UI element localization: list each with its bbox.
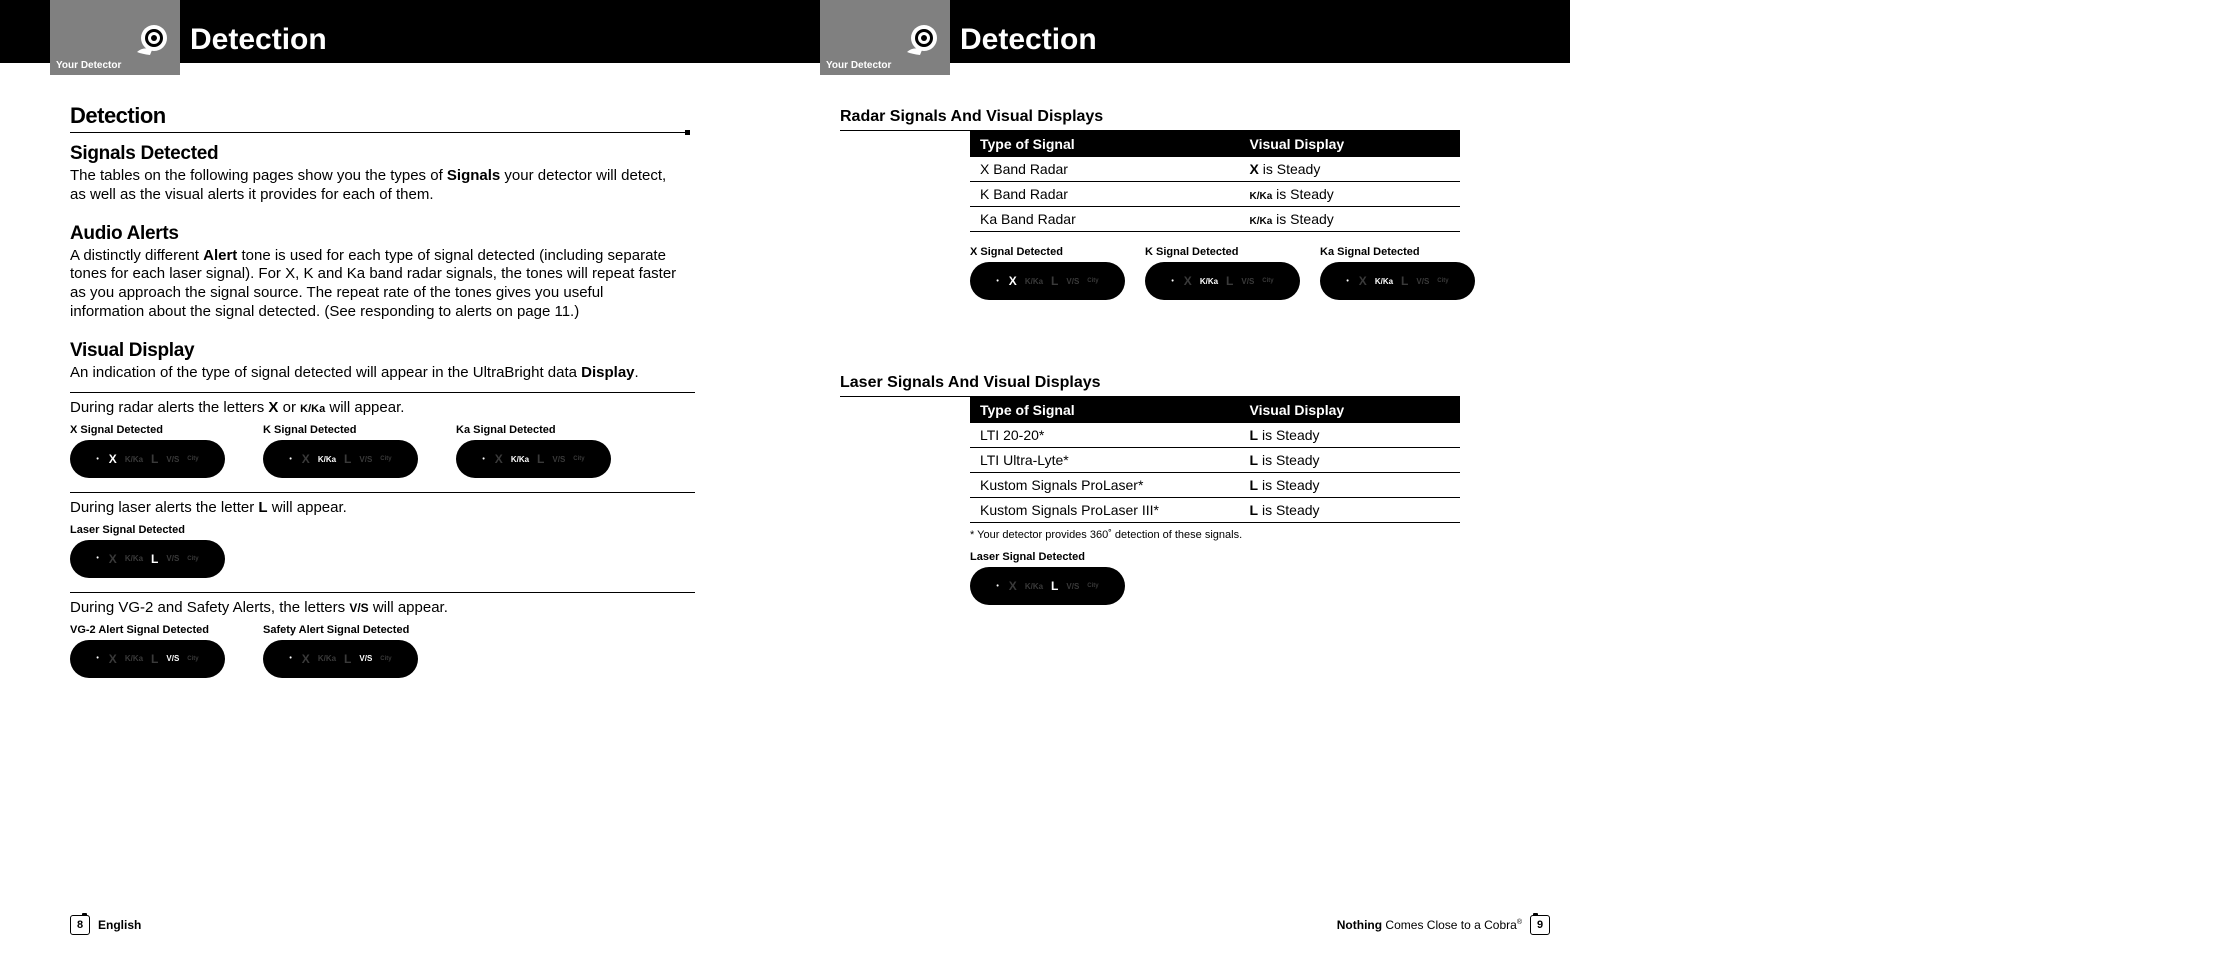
table-row: Kustom Signals ProLaser III*L is Steady bbox=[970, 498, 1460, 523]
radar-section-heading: Radar Signals And Visual Displays bbox=[840, 108, 1460, 131]
caption-k: K Signal Detected bbox=[263, 424, 418, 436]
audio-alerts-title: Audio Alerts bbox=[70, 223, 780, 245]
laser-table: Type of Signal Visual Display LTI 20-20*… bbox=[970, 397, 1460, 523]
header-tab-right: Your Detector bbox=[820, 0, 950, 75]
caption-k-r: K Signal Detected bbox=[1145, 246, 1300, 258]
visual-display-body: An indication of the type of signal dete… bbox=[70, 364, 680, 383]
display-k: • X K/Ka L V/S City bbox=[263, 440, 418, 478]
bar-title: Detection bbox=[190, 23, 327, 57]
display-laser-r: • X K/Ka L V/S City bbox=[970, 567, 1125, 605]
detector-icon bbox=[132, 20, 172, 60]
bar-title-right: Detection bbox=[960, 23, 1097, 57]
display-x: • X K/Ka L V/S City bbox=[70, 440, 225, 478]
page-number-box-right: 9 bbox=[1530, 915, 1550, 935]
th-display: Visual Display bbox=[1240, 131, 1461, 157]
page-right: Your Detector Detection Radar Signals An… bbox=[820, 0, 1570, 975]
laser-letters-line: During laser alerts the letter L will ap… bbox=[70, 499, 680, 518]
table-row: Kustom Signals ProLaser*L is Steady bbox=[970, 473, 1460, 498]
header-tab: Your Detector bbox=[50, 0, 180, 75]
right-content: Radar Signals And Visual Displays Type o… bbox=[820, 63, 1570, 605]
th-type: Type of Signal bbox=[970, 131, 1240, 157]
table-row: X Band RadarX is Steady bbox=[970, 157, 1460, 182]
table-row: LTI Ultra-Lyte*L is Steady bbox=[970, 448, 1460, 473]
radar-table: Type of Signal Visual Display X Band Rad… bbox=[970, 131, 1460, 232]
footer-tagline: Nothing Comes Close to a Cobra® bbox=[1337, 918, 1522, 932]
display-vg2: • X K/Ka L V/S City bbox=[70, 640, 225, 678]
radar-displays-right: X Signal Detected • X K/Ka L V/S City K … bbox=[970, 246, 1550, 300]
signals-detected-body: The tables on the following pages show y… bbox=[70, 167, 680, 205]
footer-text: English bbox=[98, 918, 141, 932]
table-row: Ka Band RadarK/Ka is Steady bbox=[970, 207, 1460, 232]
caption-laser: Laser Signal Detected bbox=[70, 524, 225, 536]
footnote: * Your detector provides 360˚ detection … bbox=[970, 529, 1550, 541]
display-ka: • X K/Ka L V/S City bbox=[456, 440, 611, 478]
radar-letters-line: During radar alerts the letters X or K/K… bbox=[70, 399, 680, 418]
display-k-r: • X K/Ka L V/S City bbox=[1145, 262, 1300, 300]
footer-left: 8 English bbox=[70, 915, 820, 935]
vg2-letters-line: During VG-2 and Safety Alerts, the lette… bbox=[70, 599, 680, 618]
page-number-box: 8 bbox=[70, 915, 90, 935]
table-row: K Band RadarK/Ka is Steady bbox=[970, 182, 1460, 207]
header-bar: Your Detector Detection bbox=[50, 0, 800, 63]
page-left: Your Detector Detection Detection Signal… bbox=[50, 0, 800, 975]
audio-alerts-body: A distinctly different Alert tone is use… bbox=[70, 247, 680, 322]
display-ka-r: • X K/Ka L V/S City bbox=[1320, 262, 1475, 300]
caption-vg2: VG-2 Alert Signal Detected bbox=[70, 624, 225, 636]
detector-icon bbox=[902, 20, 942, 60]
caption-ka: Ka Signal Detected bbox=[456, 424, 611, 436]
footer-right: Nothing Comes Close to a Cobra® 9 bbox=[1329, 915, 1550, 935]
caption-laser-r: Laser Signal Detected bbox=[970, 551, 1125, 563]
radar-displays-row: X Signal Detected • X K/Ka L V/S City K … bbox=[70, 424, 780, 478]
laser-section-heading: Laser Signals And Visual Displays bbox=[840, 374, 1460, 397]
display-laser: • X K/Ka L V/S City bbox=[70, 540, 225, 578]
caption-x: X Signal Detected bbox=[70, 424, 225, 436]
caption-x-r: X Signal Detected bbox=[970, 246, 1125, 258]
visual-display-title: Visual Display bbox=[70, 340, 780, 362]
tab-label: Your Detector bbox=[56, 60, 121, 71]
tab-label: Your Detector bbox=[826, 60, 891, 71]
left-content: Detection Signals Detected The tables on… bbox=[50, 63, 800, 678]
caption-safety: Safety Alert Signal Detected bbox=[263, 624, 418, 636]
table-row: LTI 20-20*L is Steady bbox=[970, 423, 1460, 448]
caption-ka-r: Ka Signal Detected bbox=[1320, 246, 1475, 258]
section-title: Detection bbox=[70, 103, 690, 133]
display-safety: • X K/Ka L V/S City bbox=[263, 640, 418, 678]
signals-detected-title: Signals Detected bbox=[70, 143, 780, 165]
header-bar-right: Your Detector Detection bbox=[820, 0, 1570, 63]
display-x-r: • X K/Ka L V/S City bbox=[970, 262, 1125, 300]
